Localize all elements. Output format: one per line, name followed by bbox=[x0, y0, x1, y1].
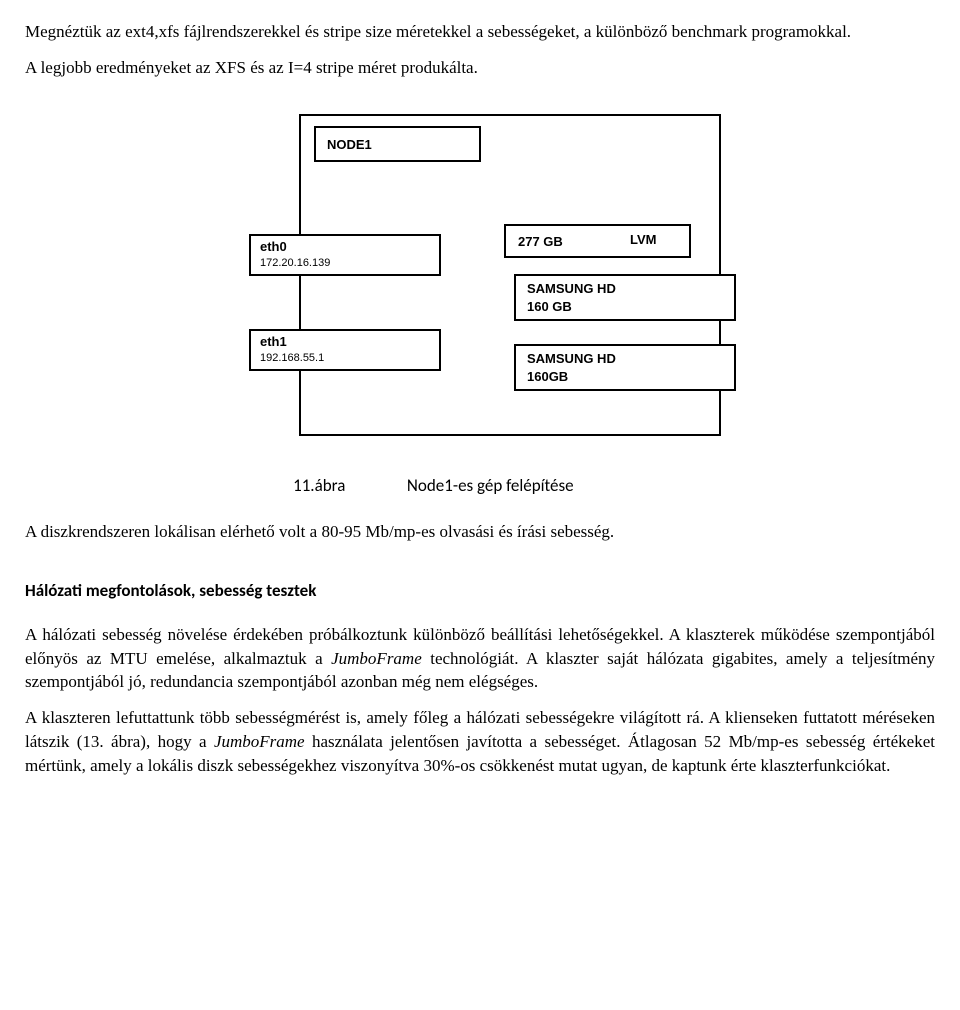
caption-text: Node1-es gép felépítése bbox=[407, 474, 667, 498]
lvm-size: 277 GB bbox=[518, 234, 563, 249]
network-paragraph-2: A klaszteren lefuttattunk több sebességm… bbox=[25, 706, 935, 777]
hd1-label: SAMSUNG HD bbox=[527, 281, 616, 296]
eth0-ip: 172.20.16.139 bbox=[260, 257, 330, 269]
disk-speed-paragraph: A diszkrendszeren lokálisan elérhető vol… bbox=[25, 520, 935, 544]
jumboframe-term-2: JumboFrame bbox=[214, 732, 305, 751]
jumboframe-term-1: JumboFrame bbox=[331, 649, 422, 668]
hd2-size: 160GB bbox=[527, 369, 568, 384]
intro-paragraph-1: Megnéztük az ext4,xfs fájlrendszerekkel … bbox=[25, 20, 935, 44]
section-heading: Hálózati megfontolások, sebesség tesztek bbox=[25, 579, 935, 603]
node-diagram: NODE1 eth0 172.20.16.139 eth1 192.168.55… bbox=[25, 105, 935, 457]
lvm-label: LVM bbox=[630, 232, 656, 247]
eth1-label: eth1 bbox=[260, 334, 287, 349]
eth1-ip: 192.168.55.1 bbox=[260, 352, 324, 364]
node-label: NODE1 bbox=[327, 137, 372, 152]
network-paragraph-1: A hálózati sebesség növelése érdekében p… bbox=[25, 623, 935, 694]
intro-paragraph-2: A legjobb eredményeket az XFS és az I=4 … bbox=[25, 56, 935, 80]
caption-number: 11.ábra bbox=[293, 474, 403, 498]
eth0-label: eth0 bbox=[260, 239, 287, 254]
hd1-size: 160 GB bbox=[527, 299, 572, 314]
figure-caption: 11.ábra Node1-es gép felépítése bbox=[25, 474, 935, 498]
hd2-label: SAMSUNG HD bbox=[527, 351, 616, 366]
